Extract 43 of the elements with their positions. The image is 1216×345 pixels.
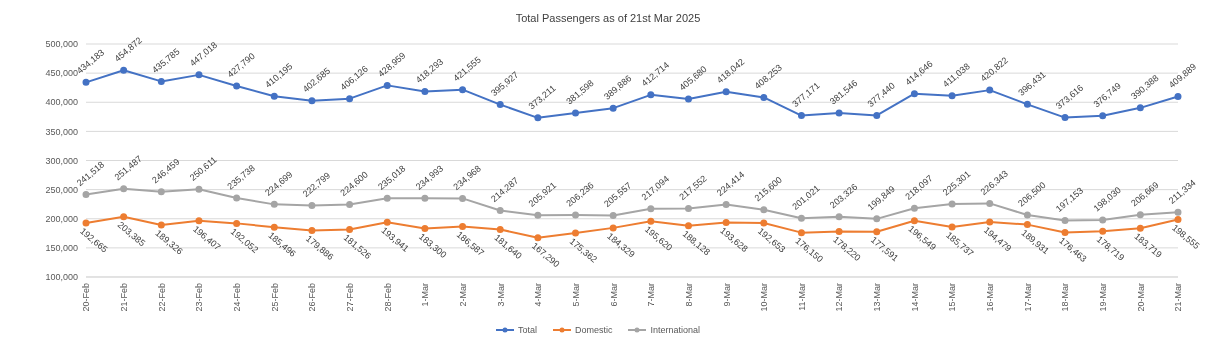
x-tick-label: 20-Feb — [81, 283, 92, 312]
x-tick-label: 24-Feb — [232, 283, 243, 312]
x-tick-label: 26-Feb — [307, 283, 318, 312]
x-tick-label: 10-Mar — [759, 283, 770, 312]
y-tick-label: 450,000 — [45, 68, 78, 79]
x-tick-label: 5-Mar — [570, 283, 581, 307]
x-tick-label: 2-Mar — [457, 283, 468, 307]
x-tick-label: 7-Mar — [646, 283, 657, 307]
x-tick-label: 11-Mar — [796, 283, 807, 311]
y-tick-label: 200,000 — [45, 213, 78, 224]
x-tick-label: 19-Mar — [1098, 283, 1109, 312]
y-tick-label: 300,000 — [45, 155, 78, 166]
x-tick-label: 13-Mar — [872, 283, 883, 312]
y-tick-label: 250,000 — [45, 184, 78, 195]
x-tick-label: 17-Mar — [1022, 283, 1033, 312]
x-tick-label: 16-Mar — [985, 283, 996, 312]
x-tick-label: 18-Mar — [1060, 283, 1071, 312]
legend-label: Total — [517, 325, 537, 335]
x-tick-label: 23-Feb — [194, 283, 205, 312]
x-tick-label: 14-Mar — [909, 283, 920, 312]
y-tick-label: 150,000 — [45, 243, 78, 254]
y-tick-label: 500,000 — [45, 39, 78, 50]
x-tick-label: 1-Mar — [420, 283, 431, 307]
x-tick-label: 6-Mar — [608, 283, 619, 307]
x-tick-label: 15-Mar — [947, 283, 958, 312]
y-tick-label: 350,000 — [45, 126, 78, 137]
x-tick-label: 9-Mar — [721, 283, 732, 307]
x-tick-label: 3-Mar — [495, 283, 506, 307]
x-tick-label: 25-Feb — [269, 283, 280, 312]
x-tick-label: 4-Mar — [533, 283, 544, 307]
x-tick-label: 22-Feb — [156, 283, 167, 312]
x-tick-label: 12-Mar — [834, 283, 845, 312]
y-tick-label: 100,000 — [45, 272, 78, 283]
x-tick-label: 21-Feb — [119, 283, 130, 312]
x-tick-label: 20-Mar — [1135, 283, 1146, 312]
chart-title: Total Passengers as of 21st Mar 2025 — [514, 12, 702, 24]
x-tick-label: 28-Feb — [382, 283, 393, 312]
x-tick-label: 27-Feb — [344, 283, 355, 312]
x-tick-label: 21-Mar — [1173, 283, 1184, 312]
legend-label: International — [650, 325, 701, 335]
y-tick-label: 400,000 — [45, 97, 78, 108]
x-tick-label: 8-Mar — [683, 283, 694, 307]
legend-label: Domestic — [574, 325, 613, 335]
